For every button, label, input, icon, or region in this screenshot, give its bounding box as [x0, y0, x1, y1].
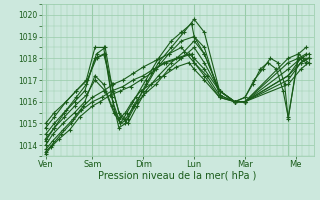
- X-axis label: Pression niveau de la mer( hPa ): Pression niveau de la mer( hPa ): [99, 171, 257, 181]
